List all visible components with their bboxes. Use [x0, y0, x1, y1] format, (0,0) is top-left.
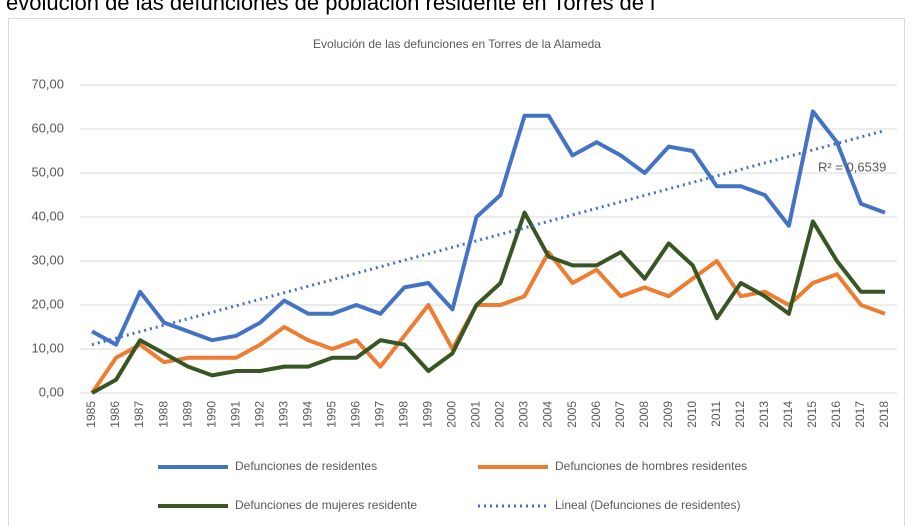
x-tick-label: 1989 [180, 401, 194, 428]
x-tick-label: 2003 [517, 401, 531, 428]
x-tick-label: 2004 [541, 401, 555, 428]
y-tick-label: 70,00 [31, 76, 64, 91]
x-tick-label: 2001 [469, 401, 483, 428]
trend-line [91, 129, 886, 347]
page-heading: evolución de las defunciones de població… [6, 0, 655, 15]
x-tick-label: 2002 [493, 401, 507, 428]
x-tick-label: 2016 [829, 401, 843, 428]
x-tick-label: 2014 [781, 401, 795, 428]
y-tick-label: 50,00 [31, 164, 64, 179]
x-tick-label: 2012 [733, 401, 747, 428]
x-tick-label: 1991 [228, 401, 242, 428]
x-tick-label: 2000 [445, 401, 459, 428]
y-tick-label: 20,00 [31, 296, 64, 311]
x-tick-label: 2013 [757, 401, 771, 428]
x-tick-label: 2009 [661, 401, 675, 428]
series-line [91, 109, 886, 347]
y-tick-label: 0,00 [39, 384, 64, 399]
chart-title: Evolución de las defunciones en Torres d… [313, 37, 601, 51]
x-tick-label: 1994 [300, 401, 314, 428]
x-tick-label: 1985 [84, 401, 98, 428]
x-tick-label: 1990 [204, 401, 218, 428]
legend-label: Defunciones de residentes [235, 459, 377, 473]
x-tick-label: 2018 [877, 401, 891, 428]
x-tick-label: 1992 [252, 401, 266, 428]
legend-label: Defunciones de hombres residentes [555, 459, 747, 473]
x-tick-label: 1987 [132, 401, 146, 428]
r2-label: R² = 0,6539 [818, 159, 886, 174]
x-tick-label: 1988 [156, 401, 170, 428]
y-tick-label: 60,00 [31, 120, 64, 135]
legend-label: Defunciones de mujeres residente [235, 498, 417, 512]
x-tick-label: 2006 [589, 401, 603, 428]
x-tick-label: 2005 [565, 401, 579, 428]
x-tick-label: 1999 [421, 401, 435, 428]
x-tick-label: 2010 [685, 401, 699, 428]
x-tick-label: 2008 [637, 401, 651, 428]
x-tick-label: 2011 [709, 401, 723, 427]
x-tick-label: 2015 [805, 401, 819, 428]
chart-border [8, 18, 905, 526]
y-tick-label: 10,00 [31, 340, 64, 355]
x-tick-label: 1995 [324, 401, 338, 428]
series-line [90, 250, 886, 395]
legend-label: Lineal (Defunciones de residentes) [555, 498, 740, 512]
y-tick-label: 40,00 [31, 208, 64, 223]
x-tick-label: 2007 [613, 401, 627, 428]
x-tick-label: 1986 [108, 401, 122, 428]
x-tick-label: 1998 [397, 401, 411, 428]
series-line [91, 210, 885, 395]
x-tick-label: 1996 [349, 401, 363, 428]
x-tick-label: 1997 [373, 401, 387, 428]
x-tick-label: 1993 [276, 401, 290, 428]
x-tick-label: 2017 [853, 401, 867, 428]
y-tick-label: 30,00 [31, 252, 64, 267]
